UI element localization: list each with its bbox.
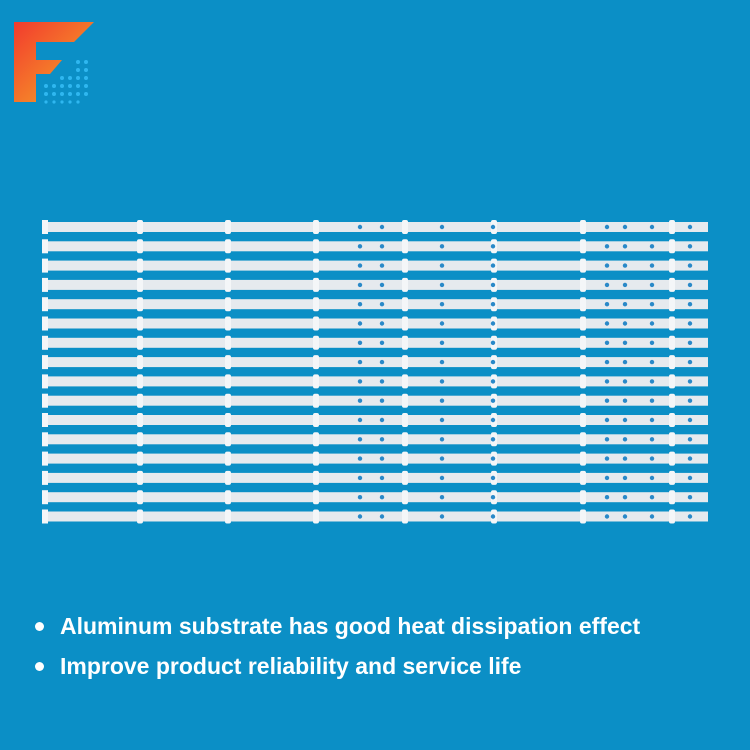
led-strip [42, 374, 708, 389]
led-strip [42, 239, 708, 254]
led-strip [42, 393, 708, 408]
led-strip [42, 432, 708, 447]
bullet-icon [35, 662, 44, 671]
led-strip [42, 490, 708, 505]
led-strip [42, 335, 708, 350]
led-strip [42, 355, 708, 370]
led-strip [42, 509, 708, 524]
feature-text: Improve product reliability and service … [60, 653, 522, 679]
led-strip [42, 220, 708, 234]
led-strip [42, 316, 708, 331]
led-strip [42, 413, 708, 427]
feature-text: Aluminum substrate has good heat dissipa… [60, 613, 641, 639]
bullet-icon [35, 622, 44, 631]
led-strip [42, 258, 708, 273]
led-strip [42, 277, 708, 292]
led-strip [42, 297, 708, 312]
brand-logo-icon [14, 22, 94, 104]
feature-item: Improve product reliability and service … [30, 646, 640, 686]
feature-item: Aluminum substrate has good heat dissipa… [30, 606, 640, 646]
led-strip [42, 451, 708, 466]
led-strip [42, 470, 708, 485]
feature-list: Aluminum substrate has good heat dissipa… [30, 606, 640, 686]
